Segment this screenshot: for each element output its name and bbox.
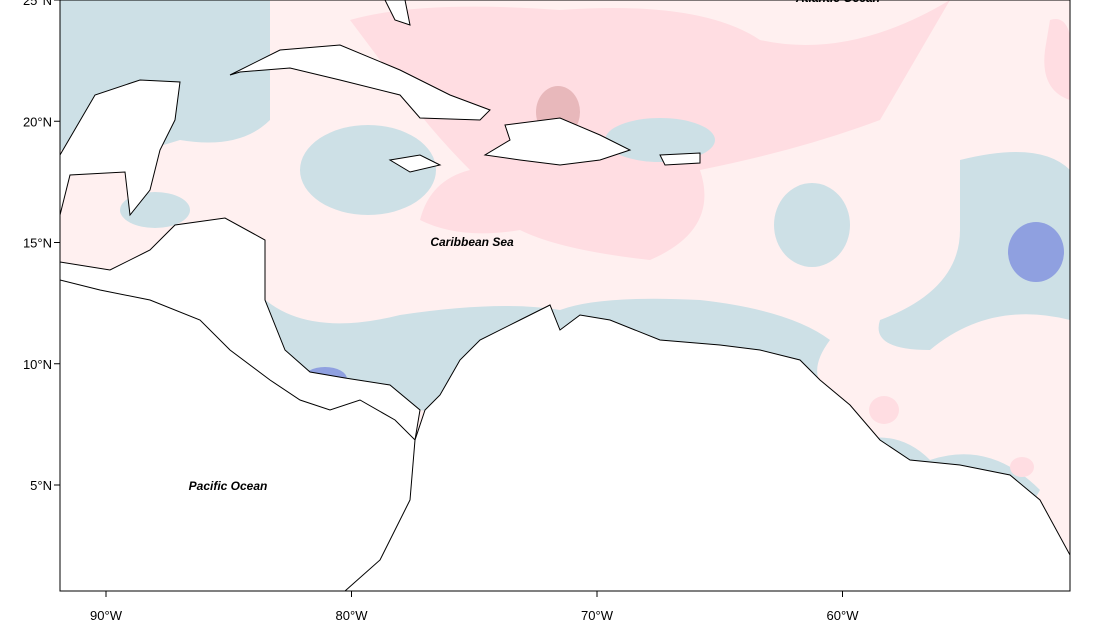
map-field — [60, 0, 1070, 591]
y-tick-label: 5°N — [30, 478, 52, 493]
place-label: Pacific Ocean — [189, 479, 268, 493]
x-tick-label: 80°W — [336, 608, 369, 623]
x-tick-label: 90°W — [90, 608, 123, 623]
x-tick-label: 60°W — [827, 608, 860, 623]
x-tick-label: 70°W — [581, 608, 614, 623]
y-tick-label: 10°N — [23, 357, 52, 372]
place-label: Caribbean Sea — [430, 235, 514, 249]
y-tick-label: 25°N — [23, 0, 52, 8]
y-tick-label: 15°N — [23, 236, 52, 251]
frame — [59, 0, 1071, 592]
y-tick-label: 20°N — [23, 114, 52, 129]
place-label: Atlantic Ocean — [795, 0, 880, 5]
